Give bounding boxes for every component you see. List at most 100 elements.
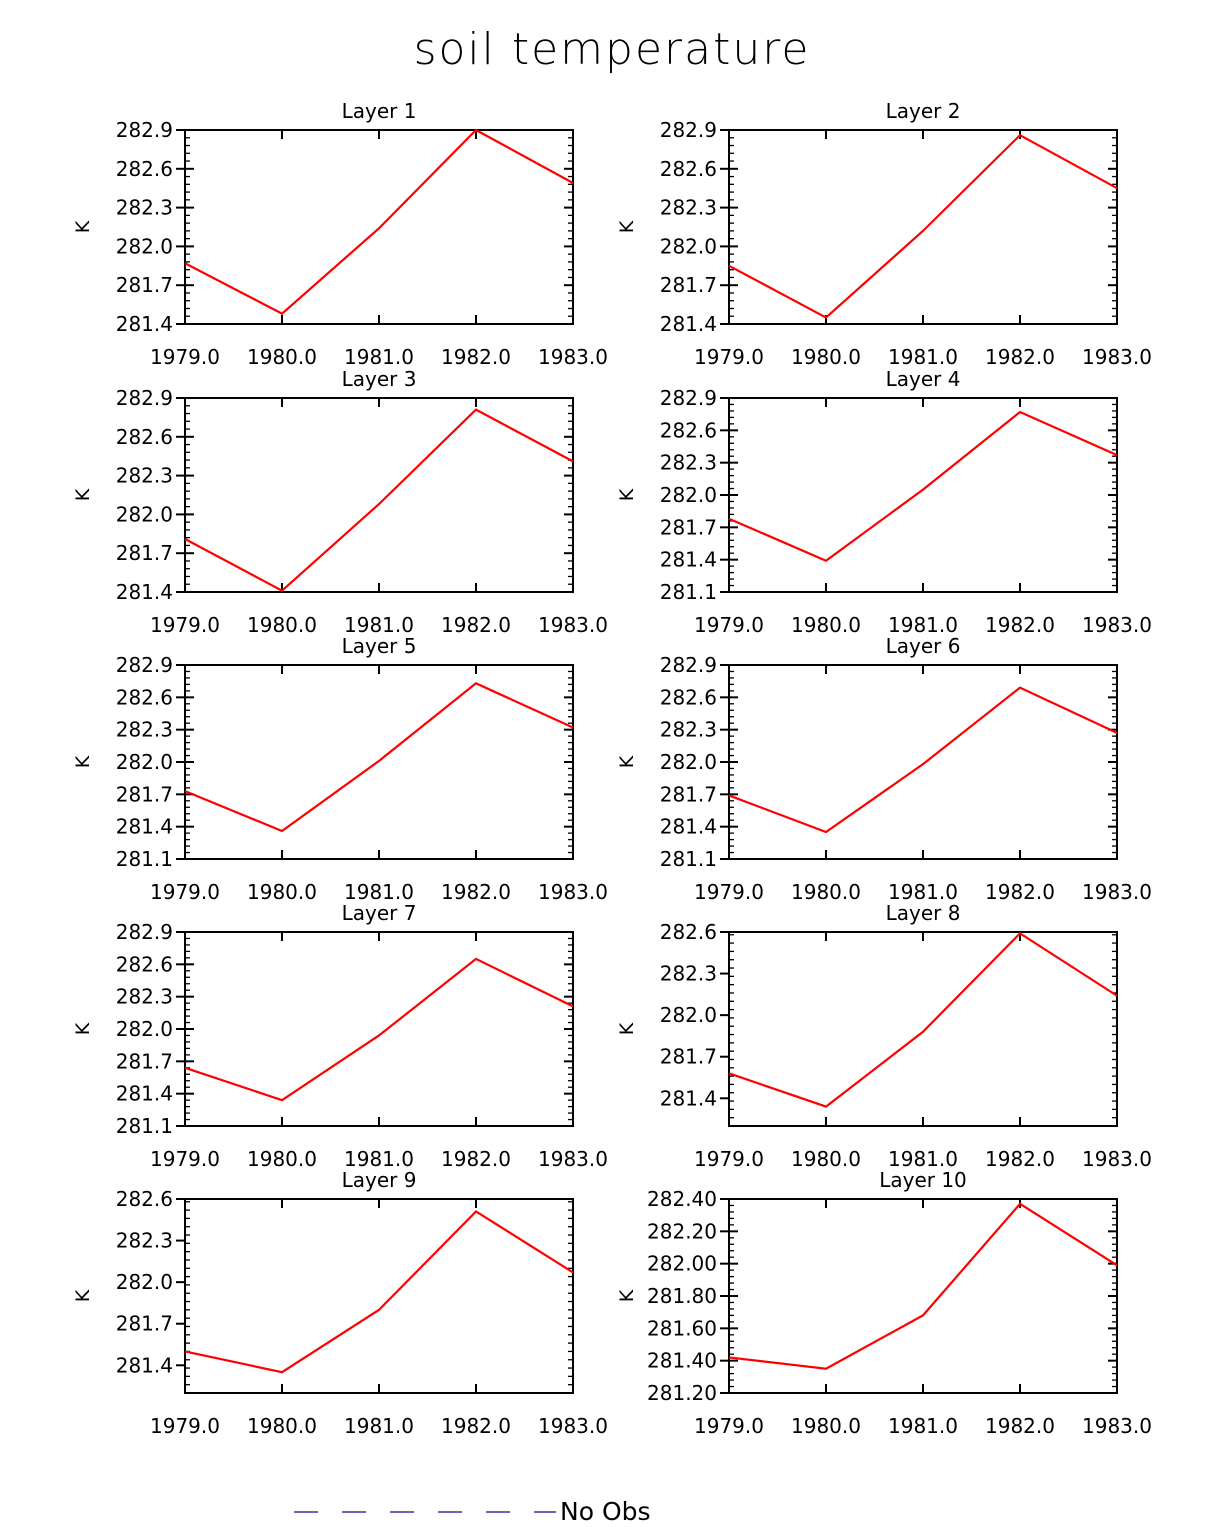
y-axis-label: K: [72, 755, 94, 768]
x-tick-label: 1980.0: [247, 1147, 317, 1171]
panels-group: Layer 1 K 1979.0 1980.0 1981.0 1982.0 1983.0 28…: [72, 99, 1152, 1438]
x-tick-label: 1979.0: [694, 1414, 764, 1438]
y-tick-label: 281.1: [116, 1114, 173, 1138]
y-tick-label: 282.9: [660, 653, 717, 677]
panel-title: Layer 9: [342, 1168, 417, 1192]
y-tick-label: 281.40: [647, 1349, 717, 1373]
y-tick-label: 281.4: [116, 1353, 173, 1377]
panel-layer-4: Layer 4 K 1979.0 1980.0 1981.0 1982.0 1983.0 28…: [616, 367, 1152, 637]
y-tick-label: 282.3: [116, 464, 173, 488]
x-tick-label: 1981.0: [888, 613, 958, 637]
y-tick-label: 282.0: [660, 750, 717, 774]
x-tick-label: 1983.0: [1082, 1414, 1152, 1438]
y-tick-label: 281.7: [116, 1312, 173, 1336]
figure-title: soil temperature: [414, 24, 811, 75]
x-tick-label: 1981.0: [888, 880, 958, 904]
x-tick-label: 1981.0: [344, 613, 414, 637]
x-tick-label: 1983.0: [1082, 1147, 1152, 1171]
y-axis-label: K: [616, 488, 638, 501]
y-tick-label: 282.0: [660, 234, 717, 258]
y-axis-label: K: [616, 1289, 638, 1302]
x-tick-label: 1981.0: [888, 345, 958, 369]
series-line-model: [728, 410, 1118, 563]
y-tick-label: 281.4: [660, 548, 717, 572]
x-tick-label: 1982.0: [985, 1147, 1055, 1171]
panel-title: Layer 4: [886, 367, 961, 391]
y-tick-label: 282.6: [116, 1187, 173, 1211]
panel-layer-8: Layer 8 K 1979.0 1980.0 1981.0 1982.0 1983.0 28…: [616, 901, 1152, 1171]
series-line-model: [184, 408, 574, 593]
y-tick-label: 282.6: [660, 157, 717, 181]
y-tick-label: 281.7: [660, 273, 717, 297]
y-tick-label: 281.1: [116, 847, 173, 871]
y-axis-label: K: [616, 220, 638, 233]
y-tick-label: 282.3: [660, 962, 717, 986]
x-tick-label: 1983.0: [538, 1147, 608, 1171]
y-tick-label: 282.9: [116, 118, 173, 142]
y-tick-label: 282.3: [116, 196, 173, 220]
y-tick-label: 282.3: [116, 985, 173, 1009]
series-line-model: [184, 682, 574, 833]
y-tick-label: 281.60: [647, 1316, 717, 1340]
y-tick-label: 281.7: [660, 782, 717, 806]
y-tick-label: 281.7: [116, 541, 173, 565]
x-tick-label: 1980.0: [247, 345, 317, 369]
plot-frame: [728, 664, 1118, 860]
x-tick-label: 1983.0: [538, 345, 608, 369]
x-tick-label: 1979.0: [150, 880, 220, 904]
y-tick-label: 282.6: [660, 418, 717, 442]
series-line-model: [728, 1202, 1118, 1370]
y-tick-label: 282.6: [660, 685, 717, 709]
plot-frame: [728, 397, 1118, 593]
plot-frame: [728, 129, 1118, 325]
panel-layer-6: Layer 6 K 1979.0 1980.0 1981.0 1982.0 1983.0 28…: [616, 634, 1152, 904]
y-tick-label: 282.0: [116, 234, 173, 258]
plot-frame: [184, 931, 574, 1127]
series-line-model: [728, 931, 1118, 1108]
panel-title: Layer 10: [879, 1168, 967, 1192]
y-tick-label: 282.9: [116, 920, 173, 944]
x-tick-label: 1983.0: [538, 1414, 608, 1438]
x-tick-label: 1979.0: [694, 1147, 764, 1171]
x-tick-label: 1983.0: [538, 613, 608, 637]
panel-title: Layer 7: [342, 901, 417, 925]
plot-frame: [728, 931, 1118, 1127]
panel-layer-5: Layer 5 K 1979.0 1980.0 1981.0 1982.0 1983.0 28…: [72, 634, 608, 904]
y-axis-label: K: [72, 220, 94, 233]
y-tick-label: 282.0: [116, 502, 173, 526]
y-axis-label: K: [72, 488, 94, 501]
x-tick-label: 1982.0: [985, 345, 1055, 369]
y-axis-label: K: [72, 1289, 94, 1302]
x-tick-label: 1979.0: [150, 345, 220, 369]
y-tick-label: 282.9: [116, 386, 173, 410]
x-tick-label: 1980.0: [247, 880, 317, 904]
y-tick-label: 282.0: [660, 483, 717, 507]
x-tick-label: 1979.0: [150, 1147, 220, 1171]
panel-title: Layer 8: [886, 901, 961, 925]
y-tick-label: 282.9: [660, 386, 717, 410]
legend: No Obs: [294, 1497, 651, 1526]
y-tick-label: 281.4: [660, 1086, 717, 1110]
x-tick-label: 1981.0: [344, 1147, 414, 1171]
x-tick-label: 1982.0: [441, 880, 511, 904]
x-tick-label: 1979.0: [150, 1414, 220, 1438]
y-tick-label: 281.1: [660, 847, 717, 871]
panel-title: Layer 2: [886, 99, 961, 123]
series-line-model: [184, 957, 574, 1102]
panel-layer-2: Layer 2 K 1979.0 1980.0 1981.0 1982.0 1983.0 28…: [616, 99, 1152, 369]
x-tick-label: 1981.0: [888, 1147, 958, 1171]
y-tick-label: 282.6: [116, 157, 173, 181]
x-tick-label: 1981.0: [888, 1414, 958, 1438]
y-tick-label: 281.4: [116, 1082, 173, 1106]
panel-title: Layer 6: [886, 634, 961, 658]
y-tick-label: 281.80: [647, 1284, 717, 1308]
y-tick-label: 281.4: [116, 580, 173, 604]
x-tick-label: 1981.0: [344, 345, 414, 369]
y-tick-label: 282.3: [116, 1229, 173, 1253]
x-tick-label: 1979.0: [150, 613, 220, 637]
series-line-model: [728, 133, 1118, 319]
panel-layer-3: Layer 3 K 1979.0 1980.0 1981.0 1982.0 1983.0 28…: [72, 367, 608, 637]
y-tick-label: 282.6: [116, 685, 173, 709]
x-tick-label: 1980.0: [791, 613, 861, 637]
